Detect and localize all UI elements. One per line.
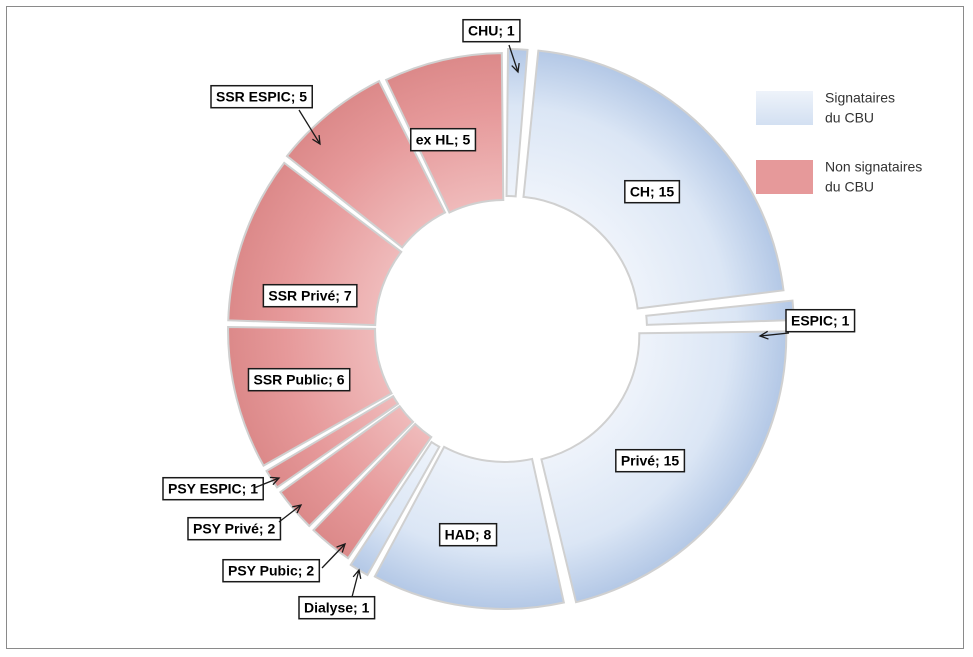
label-chu: CHU; 1 (462, 18, 521, 74)
slice-chu (505, 48, 529, 198)
slice-psy-espic (265, 394, 400, 489)
slice-espic (645, 299, 795, 326)
data-label-box (162, 476, 264, 501)
label-had: HAD; 8 (438, 522, 498, 547)
callout-line (351, 569, 360, 598)
slice-dialyse (349, 440, 441, 577)
label-psy-espic: PSY ESPIC; 1 (162, 476, 281, 501)
data-label-box (785, 308, 856, 333)
data-label-box (410, 127, 477, 152)
data-label-ch: CH; 15 (630, 184, 675, 200)
arrow-head-icon (352, 568, 362, 579)
data-label-box (247, 367, 351, 392)
legend-item-non-signataires: Non signataires du CBU (756, 159, 922, 195)
data-label-box (210, 84, 313, 109)
legend-swatch (756, 91, 813, 125)
arrow-head-icon (336, 542, 347, 553)
arrow-head-icon (292, 504, 303, 514)
data-label-chu: CHU; 1 (468, 23, 515, 39)
legend-label-line2: du CBU (825, 179, 874, 195)
data-label-psy-prive: PSY Privé; 2 (193, 521, 275, 537)
label-psy-pubic: PSY Pubic; 2 (222, 542, 347, 583)
data-label-psy-espic: PSY ESPIC; 1 (168, 481, 258, 497)
slice-ch (522, 49, 785, 310)
label-psy-prive: PSY Privé; 2 (187, 504, 303, 541)
data-label-prive: Privé; 15 (621, 453, 680, 469)
label-prive: Privé; 15 (615, 448, 686, 473)
data-label-ssr-espic: SSR ESPIC; 5 (216, 89, 307, 105)
callout-line (759, 332, 790, 337)
data-label-box (438, 522, 498, 547)
data-label-dialyse: Dialyse; 1 (304, 600, 370, 616)
slice-ssr-public (227, 325, 393, 467)
slice-ssr-espic (285, 79, 447, 249)
callout-line (298, 109, 321, 145)
legend-label-line1: Non signataires (825, 159, 922, 175)
arrow-head-icon (269, 476, 281, 486)
callout-line (508, 44, 519, 73)
legend-label-line1: Signataires (825, 90, 895, 106)
data-label-box (615, 448, 686, 473)
data-label-box (187, 516, 282, 541)
data-label-ssr-prive: SSR Privé; 7 (268, 288, 351, 304)
label-dialyse: Dialyse; 1 (298, 568, 376, 620)
data-label-had: HAD; 8 (445, 527, 492, 543)
data-label-box (298, 595, 376, 620)
legend-label-line2: du CBU (825, 110, 874, 126)
data-label-ssr-public: SSR Public; 6 (253, 372, 344, 388)
arrow-head-icon (758, 330, 769, 340)
arrow-head-icon (312, 134, 321, 146)
label-ssr-espic: SSR ESPIC; 5 (210, 84, 321, 146)
callout-line (321, 543, 346, 569)
data-label-box (462, 18, 521, 43)
label-ch: CH; 15 (624, 179, 681, 204)
label-ex-hl: ex HL; 5 (410, 127, 477, 152)
label-ssr-public: SSR Public; 6 (247, 367, 351, 392)
legend-item-signataires: Signataires du CBU (756, 90, 895, 126)
legend-swatch (756, 160, 813, 194)
data-label-ex-hl: ex HL; 5 (416, 132, 471, 148)
label-espic: ESPIC; 1 (758, 308, 856, 340)
callout-line (278, 504, 302, 523)
slice-psy-pubic (312, 422, 433, 560)
callout-line (253, 477, 280, 489)
data-label-box (262, 283, 358, 308)
data-label-box (222, 558, 321, 583)
data-label-box (624, 179, 681, 204)
label-ssr-prive: SSR Privé; 7 (262, 283, 358, 308)
arrow-head-icon (511, 62, 520, 74)
data-label-psy-pubic: PSY Pubic; 2 (228, 563, 314, 579)
data-label-espic: ESPIC; 1 (791, 313, 850, 329)
slice-psy-prive (279, 404, 415, 528)
